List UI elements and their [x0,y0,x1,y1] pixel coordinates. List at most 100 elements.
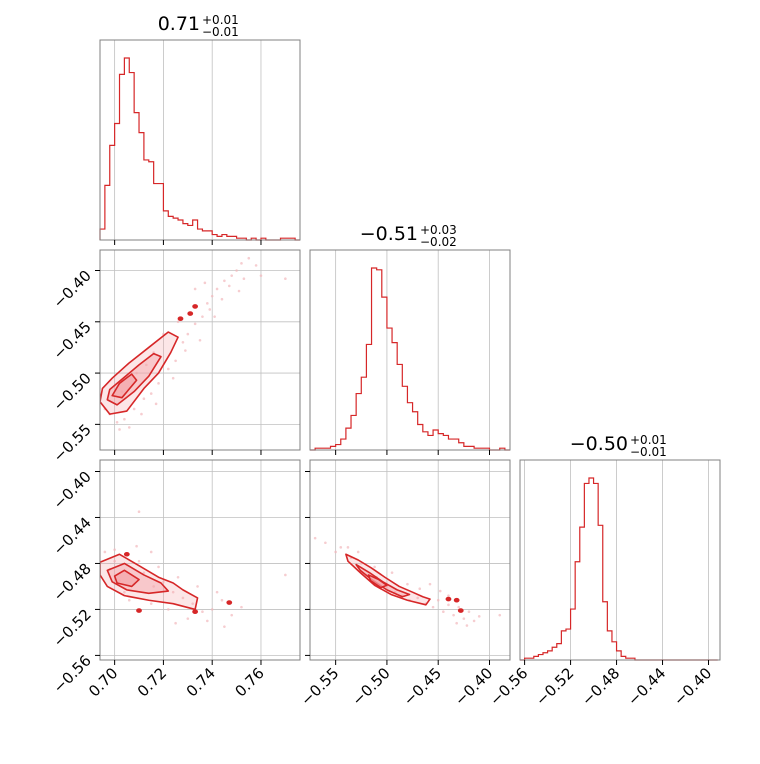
x-tick-label: 0.72 [134,664,170,700]
x-tick-label: −0.40 [451,664,496,709]
x-tick-label: 0.70 [85,664,121,700]
scatter-point [431,605,435,609]
scatter-point [115,421,119,424]
x-tick-label: −0.52 [532,664,577,709]
y-tick-label: −0.50 [50,369,95,414]
contour-island [187,311,194,316]
scatter-point [135,371,138,375]
scatter-point [227,284,231,288]
scatter-point [171,376,175,380]
y-tick-label: −0.44 [50,514,95,559]
title-plus: +0.01 [630,433,667,447]
contour-island [453,597,460,603]
scatter-point [166,608,170,611]
scatter-point [137,510,141,514]
contour-island [136,608,142,613]
scatter-point [438,589,442,593]
scatter-point [254,264,258,267]
scatter-point [390,571,394,574]
scatter-point [284,277,287,281]
scatter-point [142,397,146,401]
scatter-point [477,615,481,618]
contour-island [457,608,464,613]
scatter-point [196,585,199,588]
scatter-point [127,426,131,429]
histogram-step [520,477,718,661]
scatter-point [472,619,476,623]
y-tick-label: −0.48 [50,560,95,605]
histogram-step [99,57,300,241]
title-median: −0.50 [570,433,628,455]
y-tick-label: −0.45 [50,318,95,363]
scatter-point [406,582,409,586]
y-tick-label: −0.55 [50,420,95,465]
pair-plot-area [313,536,502,627]
panel-frame [309,459,511,661]
contour-level-3 [111,373,138,399]
scatter-point [149,392,153,395]
panel-frame [99,249,301,451]
x-tick-label: −0.40 [670,664,715,709]
contour-island [177,316,184,322]
scatter-point [313,536,317,540]
y-tick-label: −0.52 [50,606,95,651]
scatter-point [346,546,350,549]
contour-level-3 [113,569,140,588]
scatter-point [127,598,131,602]
scatter-point [220,297,224,301]
contour-island [445,596,452,602]
scatter-point [201,315,204,318]
contour-island [123,551,130,557]
scatter-point [498,613,502,617]
scatter-point [152,585,155,588]
histogram-panel-2: −0.56 −0.52 −0.48 −0.44 −0.40 [486,459,721,709]
title-median: −0.51 [360,223,418,245]
scatter-point [181,341,185,344]
x-tick-label: −0.56 [486,664,531,709]
scatter-point [132,407,136,411]
scatter-point [240,262,243,265]
scatter-point [416,596,419,600]
pair-panel-1-2: −0.55 −0.50 −0.45 −0.40 [297,459,511,709]
scatter-point [135,544,138,548]
x-tick-label: −0.45 [400,664,445,709]
scatter-point [457,605,461,609]
contour-level-1 [345,553,431,606]
scatter-point [193,322,197,326]
title-minus: −0.01 [630,445,667,459]
x-tick-label: −0.48 [578,664,623,709]
scatter-point [181,596,185,600]
scatter-point [157,565,160,569]
scatter-point [467,610,471,614]
contour-level-1 [100,553,199,611]
scatter-point [154,402,158,406]
scatter-point [230,274,234,277]
contour-level-3 [367,574,388,589]
scatter-point [174,359,177,363]
contour-level-2 [355,563,411,598]
contour-island [226,600,233,605]
scatter-point [149,602,153,605]
scatter-point [123,590,126,594]
scatter-point [208,308,212,311]
scatter-point [123,417,126,421]
scatter-point [206,619,209,623]
scatter-point [237,289,241,293]
scatter-point [176,320,180,324]
scatter-point [247,256,251,260]
scatter-point [215,590,219,594]
x-tick-label: −0.50 [349,664,394,709]
scatter-point [171,590,175,594]
scatter-point [230,613,234,617]
scatter-point [162,580,165,584]
scatter-point [198,338,202,342]
scatter-point [213,315,216,318]
pair-panel-0-1: −0.55 −0.50 −0.45 −0.40 [50,249,301,466]
scatter-point [324,541,327,545]
scatter-point [259,274,263,277]
pair-panel-0-2: 0.70 0.72 0.74 0.76−0.56−0.52−0.48−0.44−0.4… [50,459,301,700]
scatter-point [465,624,469,627]
panel-frame [309,249,511,451]
scatter-point [206,302,209,305]
